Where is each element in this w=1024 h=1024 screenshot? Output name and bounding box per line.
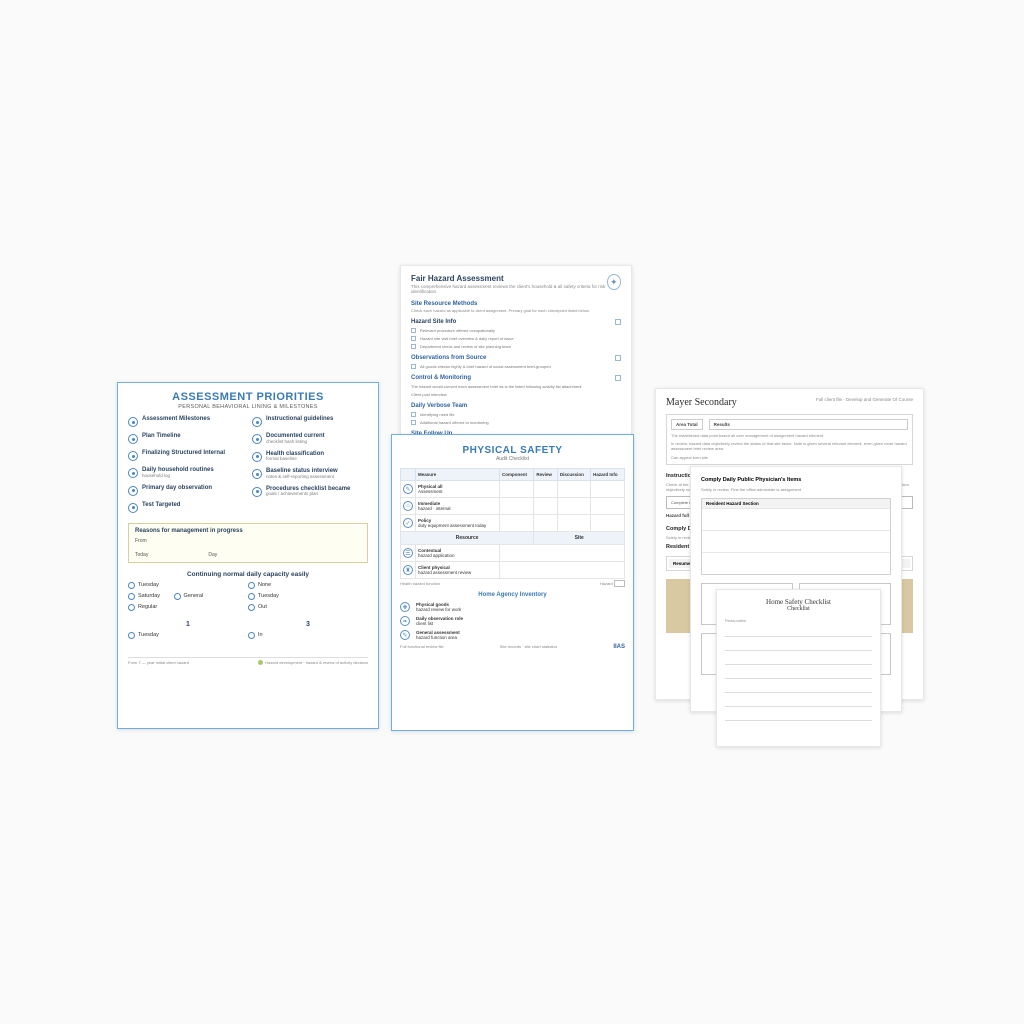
checkbox[interactable] (615, 355, 621, 361)
s1-left-col: Assessment Milestones Plan Timeline Fina… (128, 416, 244, 519)
row-icon: ✎ (403, 484, 413, 494)
item-icon: ✚ (400, 602, 410, 612)
item-icon: ❧ (400, 616, 410, 626)
row-icon: ☰ (403, 548, 413, 558)
assessment-priorities-sheet: ASSESSMENT PRIORITIES PERSONAL BEHAVIORA… (117, 382, 379, 729)
physical-safety-table: Measure Component Review Discussion Haza… (400, 468, 625, 579)
row-icon: ✓ (403, 518, 413, 528)
checkbox[interactable] (615, 319, 621, 325)
s1-subtitle: PERSONAL BEHAVIORAL LINING & MILESTONES (128, 404, 368, 410)
physical-safety-sheet: PHYSICAL SAFETY Audit Checklist Measure … (391, 434, 634, 731)
s1-title: ASSESSMENT PRIORITIES (128, 391, 368, 403)
row-icon: ♜ (403, 565, 413, 575)
document-icon: ✦ (607, 274, 621, 290)
s1-band: Reasons for management in progress From … (128, 523, 368, 563)
home-safety-checklist-sheet: Home Safety Checklist Checklist Reasonab… (716, 589, 881, 747)
row-icon: ⌂ (403, 501, 413, 511)
s1-right-col: Instructional guidelines Documented curr… (252, 416, 368, 519)
checkbox[interactable] (615, 375, 621, 381)
item-icon: ✎ (400, 630, 410, 640)
